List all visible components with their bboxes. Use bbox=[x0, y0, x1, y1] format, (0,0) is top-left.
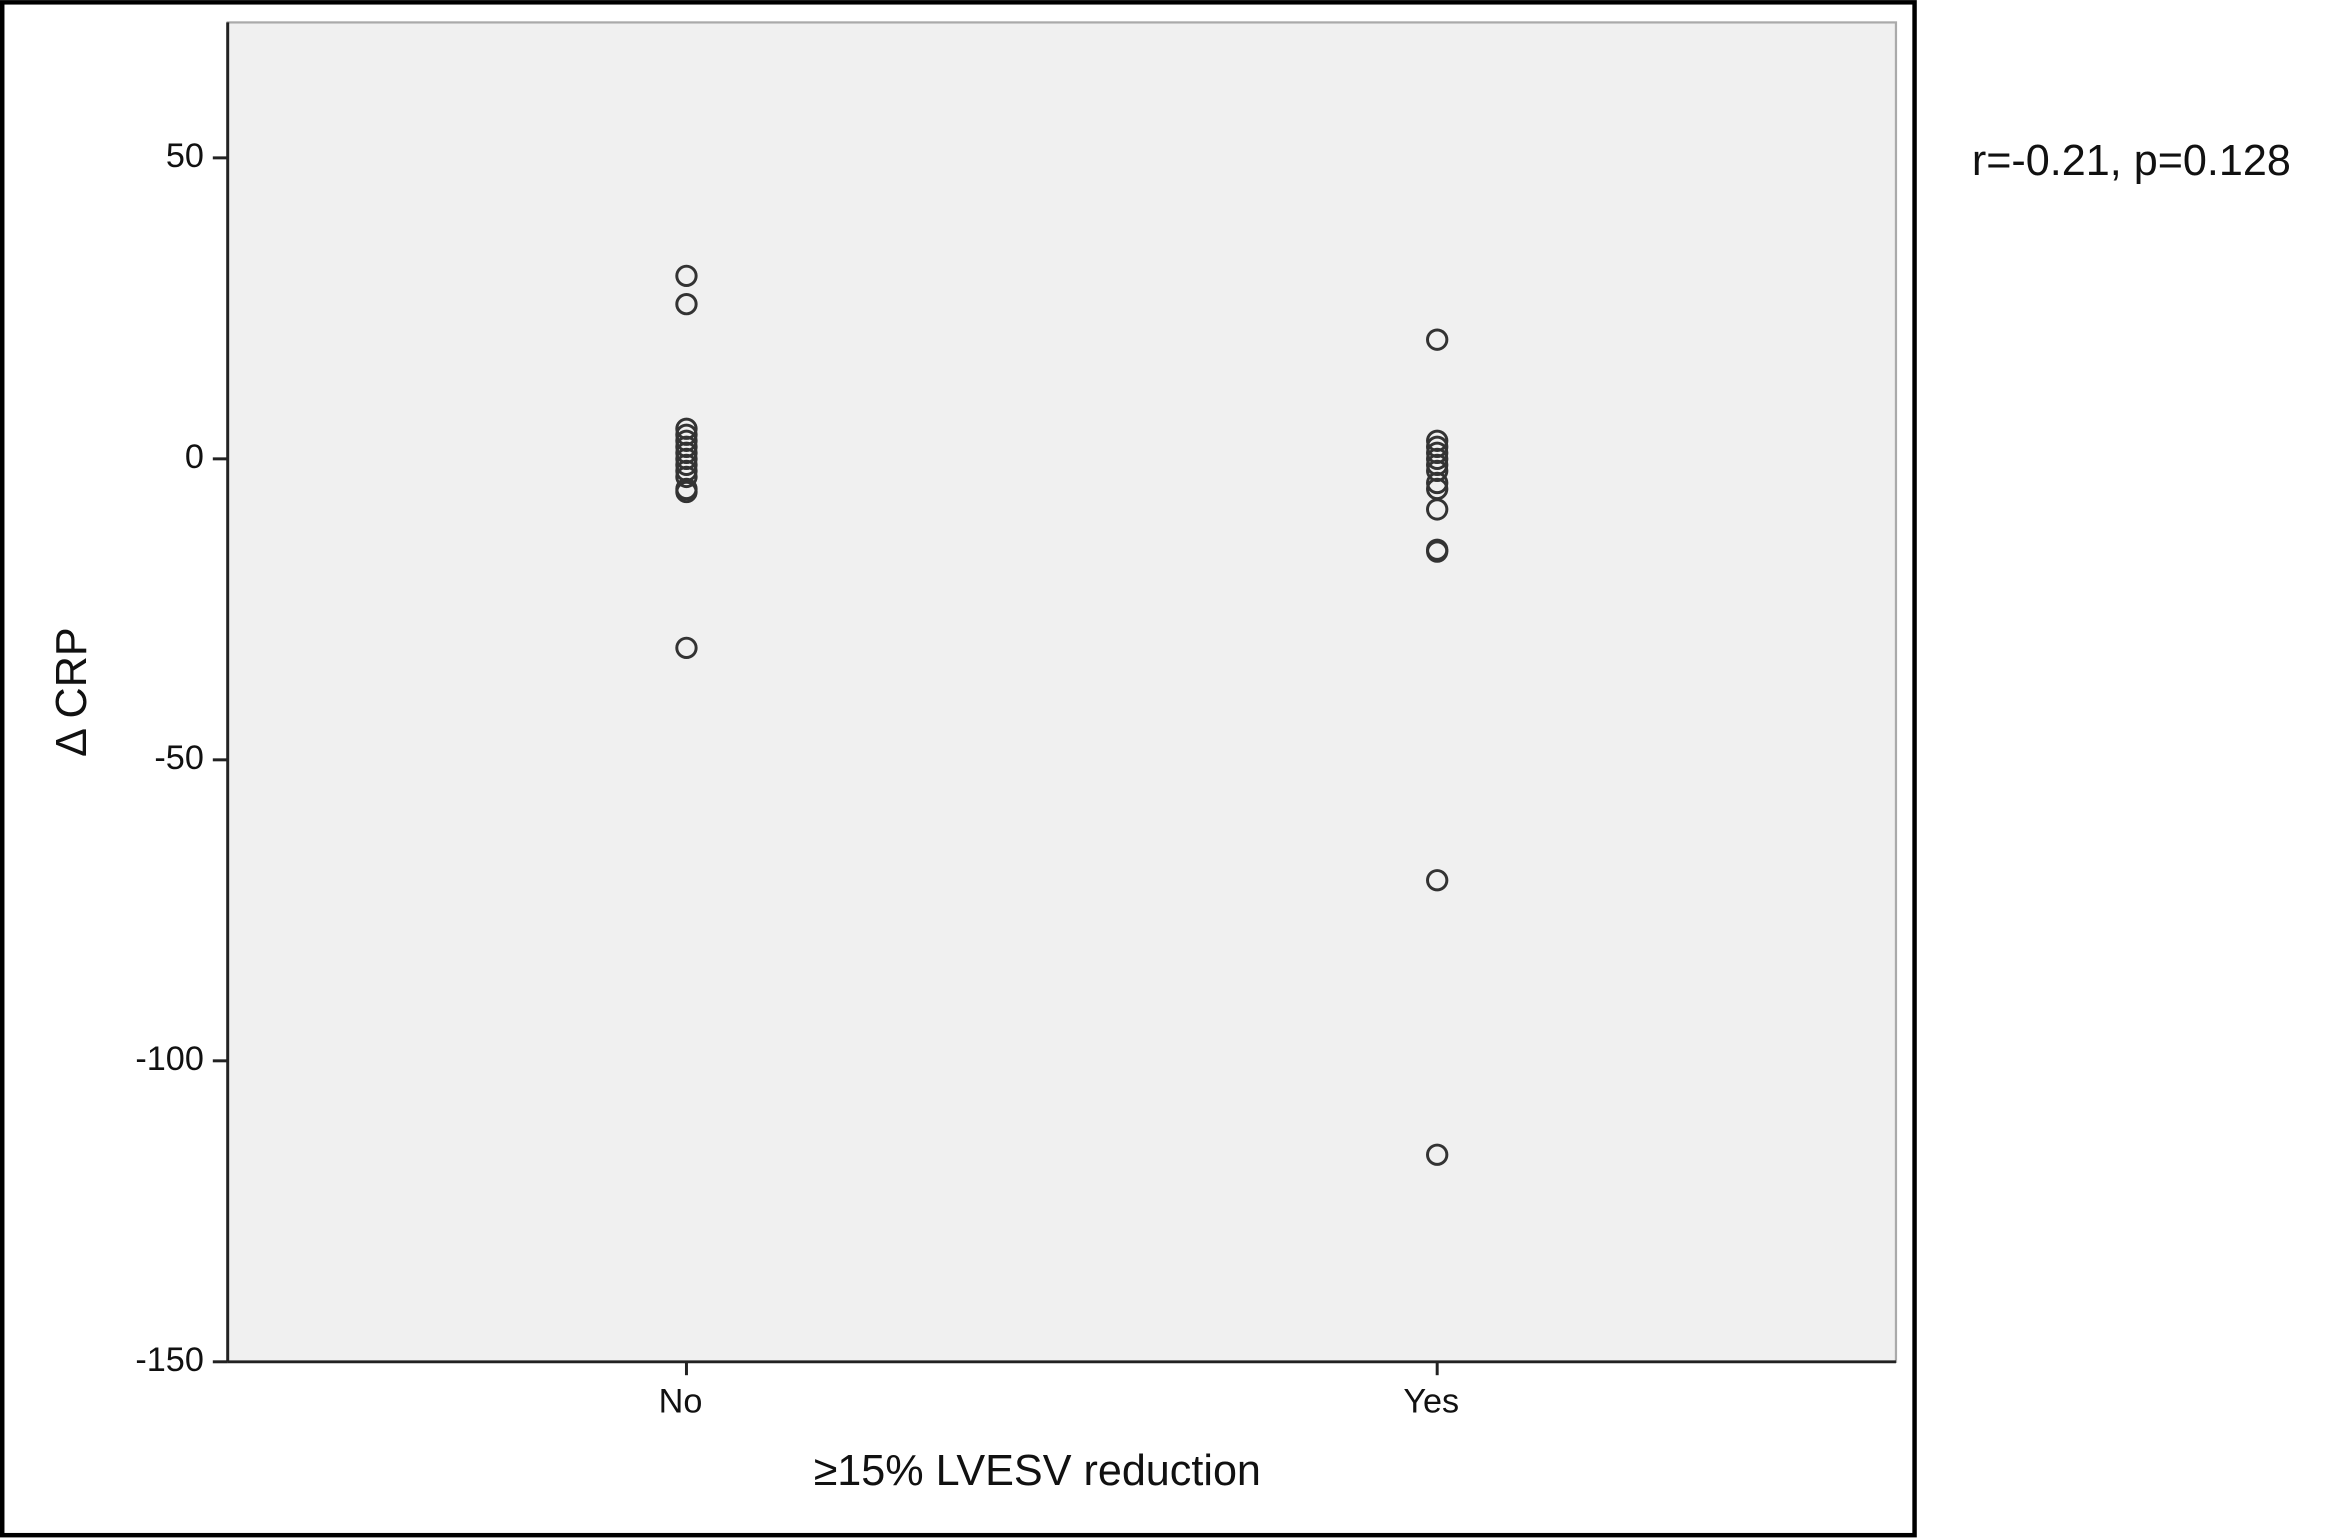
x-axis-title: ≥15% LVESV reduction bbox=[814, 1447, 1261, 1495]
annotation: r=-0.21, p=0.128 bbox=[1972, 137, 2291, 185]
y-tick-label: -50 bbox=[154, 739, 203, 777]
point bbox=[1426, 869, 1449, 892]
y-tick-label: 0 bbox=[185, 438, 204, 476]
y-axis-title: Δ CRP bbox=[48, 627, 96, 757]
point bbox=[1426, 447, 1449, 471]
point bbox=[675, 465, 698, 489]
point bbox=[675, 453, 698, 477]
y-tick-label: -100 bbox=[135, 1040, 204, 1078]
point bbox=[1426, 328, 1449, 351]
y-tick-label: -150 bbox=[135, 1341, 204, 1379]
y-tick-label: 50 bbox=[166, 137, 204, 175]
point bbox=[1426, 498, 1449, 521]
point bbox=[675, 636, 698, 660]
x-tick-label: Yes bbox=[1403, 1383, 1459, 1421]
point bbox=[675, 264, 698, 288]
point bbox=[675, 292, 698, 316]
point bbox=[675, 480, 698, 504]
x-tick-label: No bbox=[659, 1383, 703, 1421]
point bbox=[1426, 471, 1449, 495]
plot-area bbox=[226, 21, 1898, 1363]
point bbox=[1426, 540, 1449, 563]
point bbox=[1426, 1143, 1449, 1166]
